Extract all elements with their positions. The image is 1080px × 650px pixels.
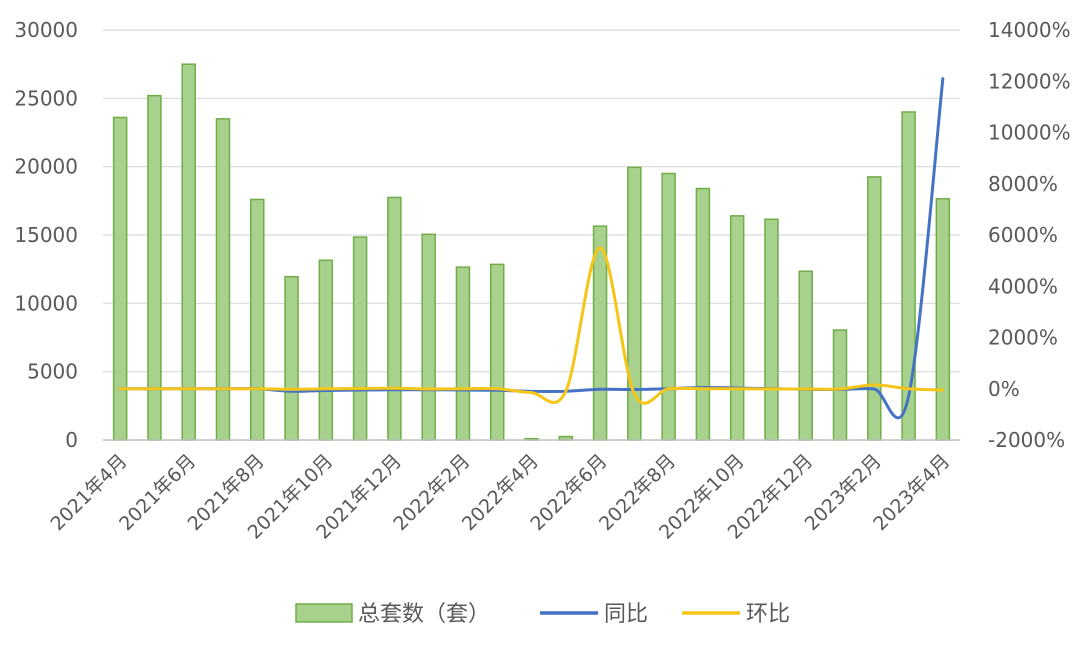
y-right-tick-label: 14000% (988, 18, 1071, 42)
line-series (118, 77, 945, 420)
y-right-tick-label: 0% (988, 377, 1020, 401)
legend-label: 环比 (746, 602, 790, 627)
y-left-tick-label: 0 (65, 428, 78, 452)
bar (112, 116, 128, 441)
bar (695, 187, 711, 441)
y-left-tick-label: 25000 (14, 86, 78, 110)
bar (798, 270, 813, 441)
bar (489, 263, 505, 441)
line-huanbi (118, 246, 945, 405)
bar (455, 266, 471, 441)
bar (421, 233, 436, 441)
y-right-tick-label: 2000% (988, 326, 1058, 350)
bar (284, 275, 299, 441)
y-right-tick-label: 12000% (988, 69, 1071, 93)
bar-series (112, 63, 951, 441)
bar (318, 259, 334, 441)
legend-swatch-bar (295, 603, 353, 623)
bar (935, 198, 951, 441)
legend: 总套数（套） 同比 环比 (295, 602, 790, 627)
bar (181, 63, 196, 441)
y-left-tick-label: 20000 (14, 155, 78, 179)
bar (764, 218, 779, 441)
bar (729, 215, 745, 441)
x-axis-ticks: 2021年4月2021年6月2021年8月2021年10月2021年12月202… (47, 450, 955, 544)
bar (661, 172, 676, 441)
y-left-tick-label: 5000 (27, 360, 78, 384)
legend-label: 同比 (604, 602, 648, 627)
legend-label: 总套数（套） (358, 602, 490, 627)
y-left-tick-label: 30000 (14, 18, 78, 42)
y-left-tick-label: 15000 (14, 223, 78, 247)
y-right-tick-label: 4000% (988, 274, 1058, 298)
bar (250, 198, 265, 441)
y-right-tick-label: -2000% (988, 428, 1065, 452)
bar (387, 196, 402, 441)
gridlines (103, 29, 960, 373)
y-left-tick-label: 10000 (14, 291, 78, 315)
bar (832, 329, 848, 441)
bar (867, 176, 882, 441)
y-right-tick-label: 6000% (988, 223, 1058, 247)
bar (215, 118, 231, 441)
y-right-tick-label: 8000% (988, 172, 1058, 196)
bar (352, 236, 368, 441)
y-right-tick-label: 10000% (988, 121, 1071, 145)
left-y-axis-ticks: 0 5000 10000 15000 20000 25000 30000 (14, 18, 78, 452)
line-tongbi (118, 77, 945, 420)
right-y-axis-ticks: -2000% 0% 2000% 4000% 6000% 8000% 10000% 12000%… (988, 18, 1071, 452)
